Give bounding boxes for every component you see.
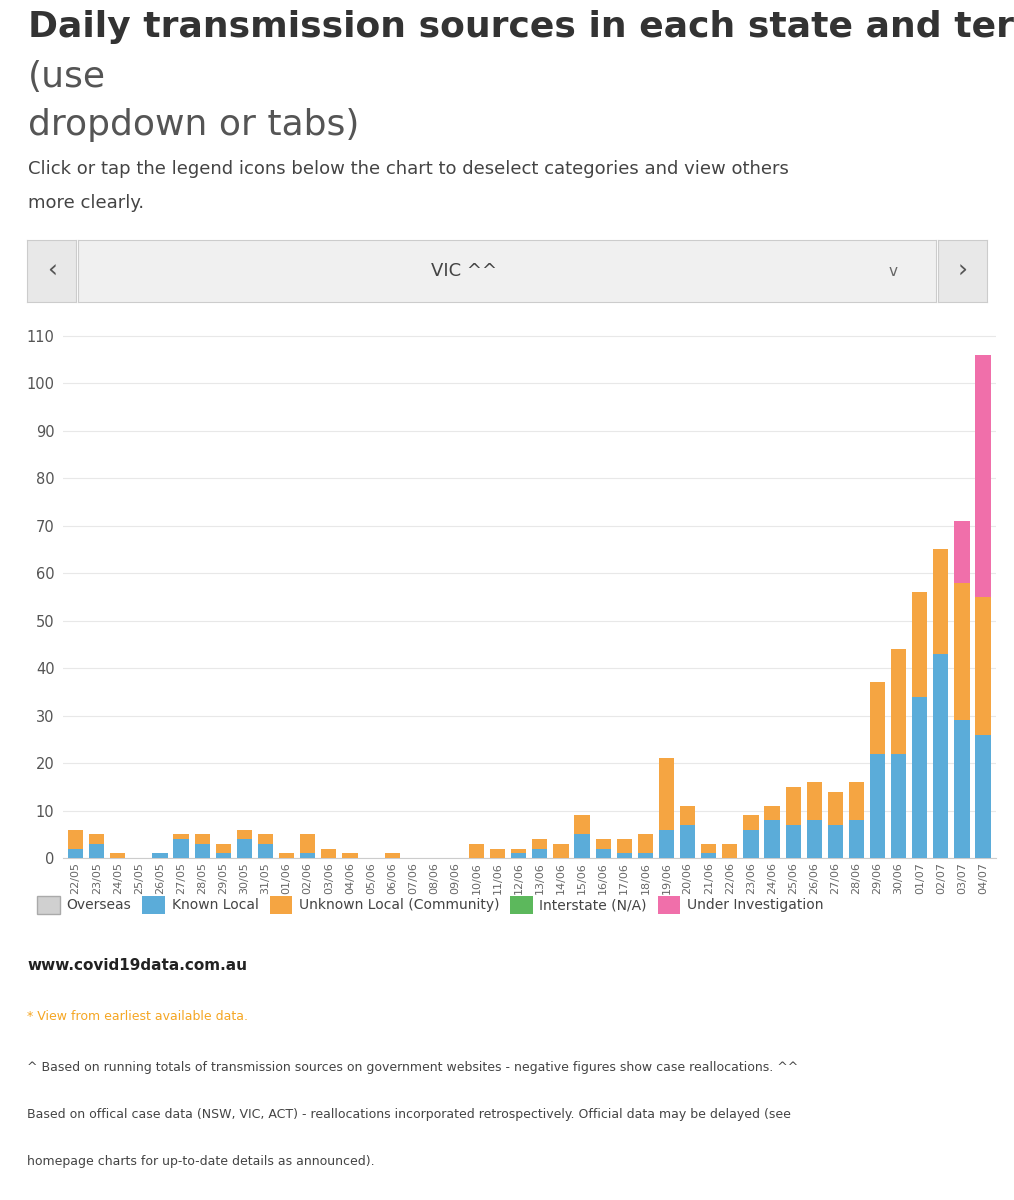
Bar [975, 596, 991, 734]
Bar [173, 834, 189, 839]
Bar [807, 820, 821, 858]
Bar [954, 583, 969, 720]
Bar [891, 649, 907, 754]
Bar [680, 805, 696, 824]
Bar [933, 654, 948, 858]
Bar [595, 839, 610, 848]
Bar [279, 853, 294, 858]
Bar [659, 758, 674, 829]
Bar [89, 844, 104, 858]
Bar [300, 834, 315, 853]
Bar [237, 829, 251, 839]
Text: ›: › [957, 259, 967, 283]
Bar [765, 820, 780, 858]
Bar [152, 853, 167, 858]
Bar [638, 834, 653, 853]
Bar [258, 834, 273, 844]
Bar [975, 734, 991, 858]
Bar [827, 792, 843, 824]
Bar [849, 782, 864, 820]
Bar [786, 824, 801, 858]
Bar [617, 839, 632, 853]
Text: ‹: ‹ [47, 259, 57, 283]
Bar [659, 829, 674, 858]
Bar [617, 853, 632, 858]
Bar [933, 550, 948, 654]
Bar [786, 787, 801, 824]
Bar [111, 853, 126, 858]
Text: ^ Based on running totals of transmission sources on government websites - negat: ^ Based on running totals of transmissio… [27, 1061, 799, 1074]
Bar [575, 834, 590, 858]
Bar [321, 848, 337, 858]
Bar [827, 824, 843, 858]
Bar [343, 853, 358, 858]
Bar [216, 853, 231, 858]
Bar [237, 839, 251, 858]
Bar [511, 853, 526, 858]
Bar [300, 853, 315, 858]
Text: Daily transmission sources in each state and territory: Daily transmission sources in each state… [28, 10, 1014, 44]
Bar [891, 754, 907, 858]
Bar [913, 592, 928, 696]
Bar [975, 355, 991, 596]
Text: Click or tap the legend icons below the chart to deselect categories and view ot: Click or tap the legend icons below the … [28, 160, 789, 178]
Bar [954, 521, 969, 583]
Bar [532, 839, 548, 848]
Text: VIC ^^: VIC ^^ [431, 263, 497, 281]
Bar [68, 829, 83, 848]
Bar [954, 720, 969, 858]
Bar [743, 829, 758, 858]
Bar [89, 834, 104, 844]
Text: v: v [888, 264, 897, 278]
Bar [490, 848, 505, 858]
Bar [870, 683, 885, 754]
Bar [532, 848, 548, 858]
Bar [258, 844, 273, 858]
Text: dropdown or tabs): dropdown or tabs) [28, 108, 359, 142]
Bar [575, 815, 590, 834]
Bar [743, 815, 758, 829]
Legend: Overseas, Known Local, Unknown Local (Community), Interstate (N/A), Under Invest: Overseas, Known Local, Unknown Local (Co… [38, 896, 823, 913]
Bar [173, 839, 189, 858]
Text: homepage charts for up-to-date details as announced).: homepage charts for up-to-date details a… [27, 1154, 375, 1168]
Bar [849, 820, 864, 858]
Text: * View from earliest available data.: * View from earliest available data. [27, 1009, 248, 1022]
Bar [701, 844, 716, 853]
Text: (use: (use [28, 60, 106, 94]
Bar [68, 848, 83, 858]
Bar [765, 805, 780, 820]
Bar [870, 754, 885, 858]
Bar [701, 853, 716, 858]
Bar [554, 844, 569, 858]
Bar [468, 844, 484, 858]
Bar [195, 834, 210, 844]
Text: more clearly.: more clearly. [28, 193, 144, 211]
Bar [913, 696, 928, 858]
Text: www.covid19data.com.au: www.covid19data.com.au [27, 958, 247, 973]
Bar [638, 853, 653, 858]
Bar [195, 844, 210, 858]
Bar [807, 782, 821, 820]
Bar [722, 844, 737, 858]
Bar [595, 848, 610, 858]
Text: Based on offical case data (NSW, VIC, ACT) - reallocations incorporated retrospe: Based on offical case data (NSW, VIC, AC… [27, 1108, 791, 1121]
Bar [216, 844, 231, 853]
Bar [511, 848, 526, 853]
Bar [384, 853, 400, 858]
Bar [680, 824, 696, 858]
